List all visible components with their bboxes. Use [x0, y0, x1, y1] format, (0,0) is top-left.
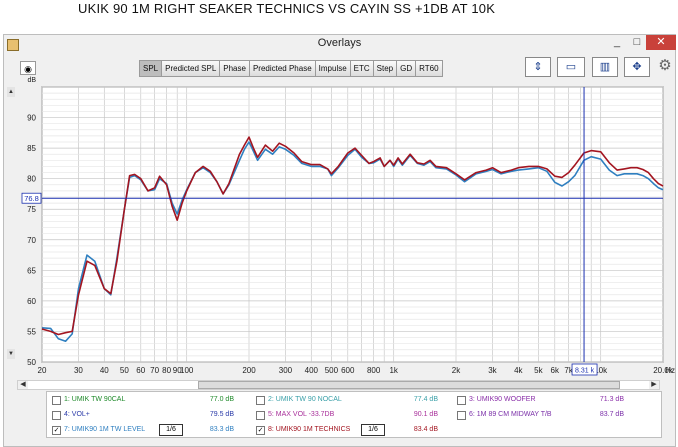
x-tick-label: 90 [173, 366, 182, 375]
x-tick-label: 80 [162, 366, 171, 375]
x-tick-label: 20.0k [653, 366, 674, 375]
x-tick-label: 800 [367, 366, 381, 375]
legend-label: 3: UMIK90 WOOFER [469, 396, 536, 403]
cursor-y-readout-box [21, 192, 42, 204]
y-tick-label: 55 [27, 327, 36, 336]
legend-label: 2: UMIK TW 90 NOCAL [268, 396, 342, 403]
x-tick-label: 500 [325, 366, 339, 375]
y-tick-label: 80 [27, 175, 36, 184]
legend-value: 83.4 dB [413, 426, 438, 433]
capture-options-icon[interactable]: ◉ [20, 61, 36, 75]
legend-label: 7: UMIK90 1M TW LEVEL [64, 426, 146, 433]
x-tick-label: 40 [100, 366, 109, 375]
smoothing-selector[interactable]: 1/6 [361, 424, 385, 436]
x-tick-label: 100 [180, 366, 194, 375]
close-button[interactable]: ✕ [646, 35, 676, 50]
cursor-y-readout: 76.8 [24, 194, 39, 203]
legend-label: 1: UMIK TW 90CAL [64, 396, 126, 403]
x-tick-label: 4k [514, 366, 523, 375]
x-tick-label: 2k [452, 366, 461, 375]
gear-icon[interactable]: ⚙ [658, 57, 672, 74]
legend-value: 79.5 dB [209, 411, 234, 418]
legend-panel: 1: UMIK TW 90CAL 77.0 dB 2: UMIK TW 90 N… [46, 391, 662, 438]
smoothing-selector[interactable]: 1/6 [159, 424, 183, 436]
y-tick-label: 85 [27, 144, 36, 153]
legend-label: 8: UMIK90 1M TECHNICS [268, 426, 351, 433]
y-tick-label: 60 [27, 297, 36, 306]
cursor-x-readout: 8.31 k [575, 368, 595, 375]
series-line [41, 136, 664, 336]
y-tick-label: 65 [27, 266, 36, 275]
window-title: Overlays [317, 37, 362, 49]
legend-value: 83.3 dB [209, 426, 234, 433]
legend-label: 5: MAX VOL -33.7DB [268, 411, 335, 418]
legend-checkbox[interactable] [457, 411, 466, 420]
plot-area [41, 86, 664, 363]
legend-checkbox[interactable] [52, 396, 61, 405]
legend-value: 83.7 dB [599, 411, 624, 418]
y-tick-label: 75 [27, 205, 36, 214]
minimize-button[interactable]: _ [613, 36, 621, 48]
x-tick-label: 7k [564, 366, 573, 375]
x-tick-label: 400 [305, 366, 319, 375]
legend-checkbox[interactable] [52, 411, 61, 420]
cursor-x-readout-box [571, 363, 598, 376]
tab-rt60[interactable]: RT60 [415, 60, 443, 77]
legend-checkbox[interactable] [256, 411, 265, 420]
y-tick-label: 70 [27, 236, 36, 245]
x-tick-label: 20 [38, 366, 47, 375]
grid-icon[interactable]: ▥ [592, 57, 618, 77]
pan-arrows-icon[interactable]: ✥ [624, 57, 650, 77]
x-tick-label: 6k [551, 366, 560, 375]
x-tick-label: 3k [488, 366, 497, 375]
y-tick-label: 90 [27, 114, 36, 123]
toolbar: ◉ SPL Predicted SPL Phase Predicted Phas… [4, 56, 675, 82]
horizontal-scrollbar[interactable]: ◀ ▶ [17, 380, 660, 390]
legend-value: 77.4 dB [413, 396, 438, 403]
scroll-right-arrow-icon[interactable]: ▶ [649, 381, 659, 389]
x-tick-label: 50 [120, 366, 129, 375]
y-tick-label: 50 [27, 358, 36, 367]
legend-checkbox[interactable] [457, 396, 466, 405]
x-tick-label: 300 [279, 366, 293, 375]
title-bar: Overlays _ □ ✕ [4, 35, 676, 54]
scroll-up-arrow-icon[interactable]: ▲ [7, 87, 15, 97]
x-tick-label: 1k [389, 366, 398, 375]
x-tick-label: 30 [74, 366, 83, 375]
page-title: UKIK 90 1M RIGHT SEAKER TECHNICS VS CAYI… [78, 1, 496, 16]
x-tick-label: 5k [534, 366, 543, 375]
scroll-left-arrow-icon[interactable]: ◀ [18, 381, 28, 389]
scrollbar-thumb[interactable] [198, 381, 620, 389]
vertical-scrollbar[interactable]: ▲ ▼ [7, 87, 15, 359]
scroll-down-arrow-icon[interactable]: ▼ [7, 349, 15, 359]
legend-label: 6: 1M 89 CM MIDWAY T/B [469, 411, 552, 418]
y-axis-label: dB [27, 77, 36, 84]
legend-value: 77.0 dB [209, 396, 234, 403]
legend-label: 4: VOL+ [64, 411, 90, 418]
x-tick-label: 200 [242, 366, 256, 375]
legend-value: 71.3 dB [599, 396, 624, 403]
app-icon [7, 39, 19, 51]
tab-predicted-spl[interactable]: Predicted SPL [161, 60, 221, 77]
vertical-zoom-icon[interactable]: ⇕ [525, 57, 551, 77]
x-tick-label: 600 [341, 366, 355, 375]
graph-tabs: SPL Predicted SPL Phase Predicted Phase … [139, 60, 443, 77]
maximize-button[interactable]: □ [633, 36, 641, 48]
legend-checkbox[interactable]: ✓ [52, 426, 61, 435]
legend-checkbox[interactable]: ✓ [256, 426, 265, 435]
legend-checkbox[interactable] [256, 396, 265, 405]
tab-step[interactable]: Step [372, 60, 398, 77]
x-axis-label: Hz [665, 366, 675, 375]
screen-capture-icon[interactable]: ▭ [557, 57, 585, 77]
x-tick-label: 10k [594, 366, 608, 375]
legend-value: 90.1 dB [413, 411, 438, 418]
x-tick-label: 60 [136, 366, 145, 375]
x-tick-label: 70 [150, 366, 159, 375]
